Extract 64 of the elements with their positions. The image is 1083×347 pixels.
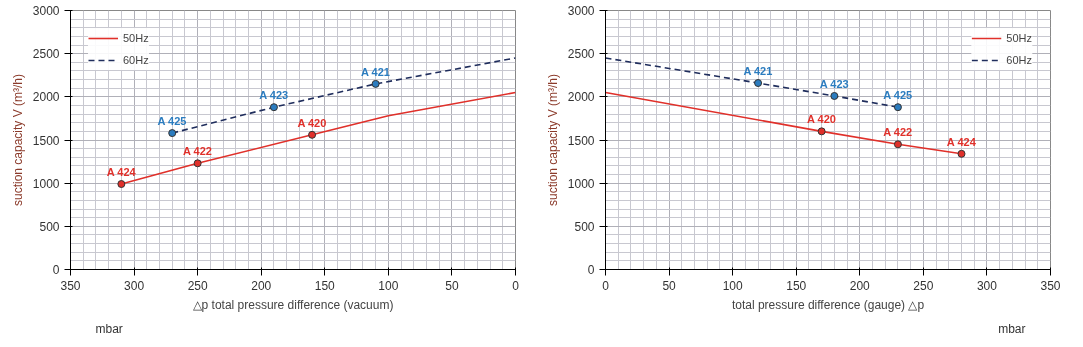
y-axis-title: suction capacity V (m³/h) xyxy=(10,73,25,207)
x-tick-label: 150 xyxy=(786,278,807,293)
data-label: A 423 xyxy=(819,77,849,90)
y-tick-label: 3000 xyxy=(32,4,60,18)
y-tick-label: 2500 xyxy=(567,47,595,62)
x-tick-label: 100 xyxy=(722,278,743,293)
x-tick-label: 300 xyxy=(124,278,145,293)
y-tick-label: 500 xyxy=(39,219,60,234)
data-label: A 422 xyxy=(182,145,212,158)
y-tick-label: 1000 xyxy=(567,176,595,191)
legend-label: 60Hz xyxy=(1006,54,1032,66)
data-label: A 424 xyxy=(106,166,137,179)
data-label: A 423 xyxy=(259,89,289,102)
x-tick-label: 0 xyxy=(512,278,520,293)
legend-label: 50Hz xyxy=(123,32,149,44)
legend-label: 50Hz xyxy=(1006,32,1032,44)
y-tick-label: 2500 xyxy=(32,47,60,62)
point xyxy=(269,103,278,112)
x-tick-label: 350 xyxy=(60,278,81,293)
data-label: A 425 xyxy=(157,115,187,128)
x-tick-label: 200 xyxy=(251,278,272,293)
point xyxy=(754,79,763,88)
y-tick-label: 0 xyxy=(52,263,60,277)
legend-label: 60Hz xyxy=(123,54,149,66)
y-tick-label: 500 xyxy=(574,219,595,234)
point xyxy=(830,91,839,100)
x-tick-label: 50 xyxy=(662,278,677,293)
text: mbar xyxy=(998,321,1026,336)
point xyxy=(308,130,317,139)
y-tick-label: 0 xyxy=(587,263,595,277)
x-tick-label: 200 xyxy=(849,278,871,293)
x-axis-title: total pressure difference (gauge) △p xyxy=(731,297,925,312)
x-axis-title: △p total pressure difference (vacuum) xyxy=(192,297,394,312)
point xyxy=(193,159,202,168)
y-tick-label: 1500 xyxy=(32,133,60,148)
data-label: A 421 xyxy=(360,65,390,78)
point xyxy=(893,140,902,149)
data-label: A 420 xyxy=(806,113,836,126)
y-tick-label: 2000 xyxy=(567,90,595,105)
y-tick-label: 3000 xyxy=(567,4,595,18)
x-tick-label: 250 xyxy=(187,278,208,293)
data-label: A 425 xyxy=(883,89,913,102)
text: mbar xyxy=(95,321,123,336)
y-tick-label: 1000 xyxy=(32,176,60,191)
x-tick-label: 150 xyxy=(314,278,336,293)
x-tick-label: 50 xyxy=(445,278,459,293)
x-tick-label: 0 xyxy=(602,278,610,293)
y-axis-title: suction capacity V (m³/h) xyxy=(545,73,560,207)
point xyxy=(817,127,826,136)
data-label: A 420 xyxy=(297,116,327,129)
data-label: A 421 xyxy=(743,65,773,78)
y-tick-label: 2000 xyxy=(32,90,60,105)
data-label: A 422 xyxy=(883,126,913,139)
x-tick-label: 100 xyxy=(378,278,399,293)
data-label: A 424 xyxy=(946,135,977,148)
point xyxy=(957,149,966,158)
point xyxy=(168,129,177,138)
x-tick-label: 250 xyxy=(913,278,934,293)
x-tick-label: 350 xyxy=(1040,278,1061,293)
y-tick-label: 1500 xyxy=(567,133,595,148)
x-tick-label: 300 xyxy=(976,278,998,293)
point xyxy=(893,103,902,112)
point xyxy=(117,180,126,189)
point xyxy=(371,79,380,88)
